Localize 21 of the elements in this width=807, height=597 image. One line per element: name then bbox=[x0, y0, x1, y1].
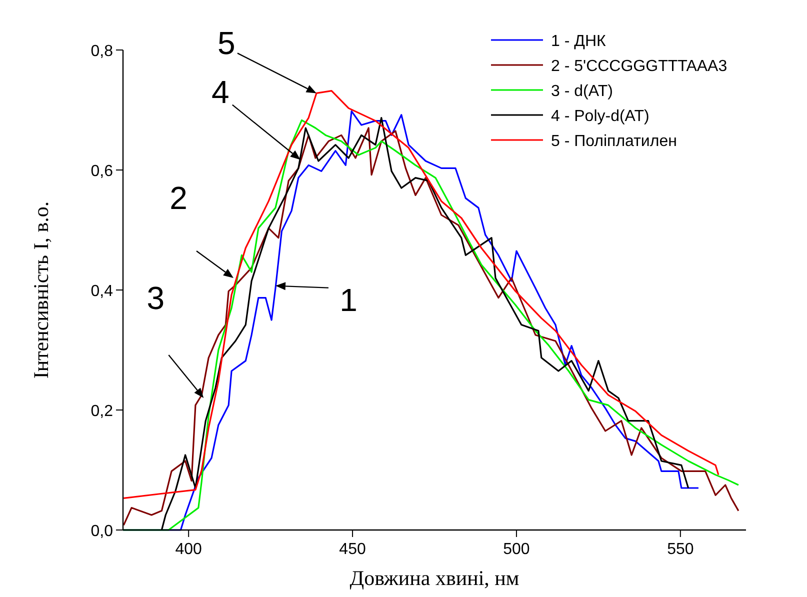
y-tick-label: 0,6 bbox=[90, 163, 114, 180]
y-tick-label: 0,4 bbox=[90, 283, 114, 300]
x-tick-label: 450 bbox=[339, 541, 366, 558]
legend-label: 2 - 5'CCCGGGTTTAAA3 bbox=[551, 58, 728, 75]
annotation: 5 bbox=[218, 25, 236, 62]
x-tick-label: 550 bbox=[667, 541, 694, 558]
y-tick-label: 0,2 bbox=[90, 403, 114, 420]
legend-label: 4 - Poly-d(AT) bbox=[551, 108, 650, 125]
annotation: 3 bbox=[146, 280, 165, 316]
legend-label: 5 - Поліплатилен bbox=[551, 133, 677, 150]
legend-label: 1 - ДНК bbox=[551, 33, 607, 50]
x-tick-label: 400 bbox=[175, 541, 202, 558]
x-tick-label: 500 bbox=[503, 541, 530, 558]
annotation: 2 bbox=[170, 180, 188, 216]
y-tick-label: 0,0 bbox=[90, 523, 114, 540]
x-axis-title: Довжина хвині, нм bbox=[348, 566, 520, 591]
annotation: 4 bbox=[211, 74, 230, 110]
y-axis-title: Інтенсивність І, в.о. bbox=[29, 201, 53, 379]
y-tick-label: 0,8 bbox=[90, 43, 114, 60]
annotation: 1 bbox=[340, 282, 358, 318]
legend-label: 3 - d(AT) bbox=[551, 83, 613, 100]
